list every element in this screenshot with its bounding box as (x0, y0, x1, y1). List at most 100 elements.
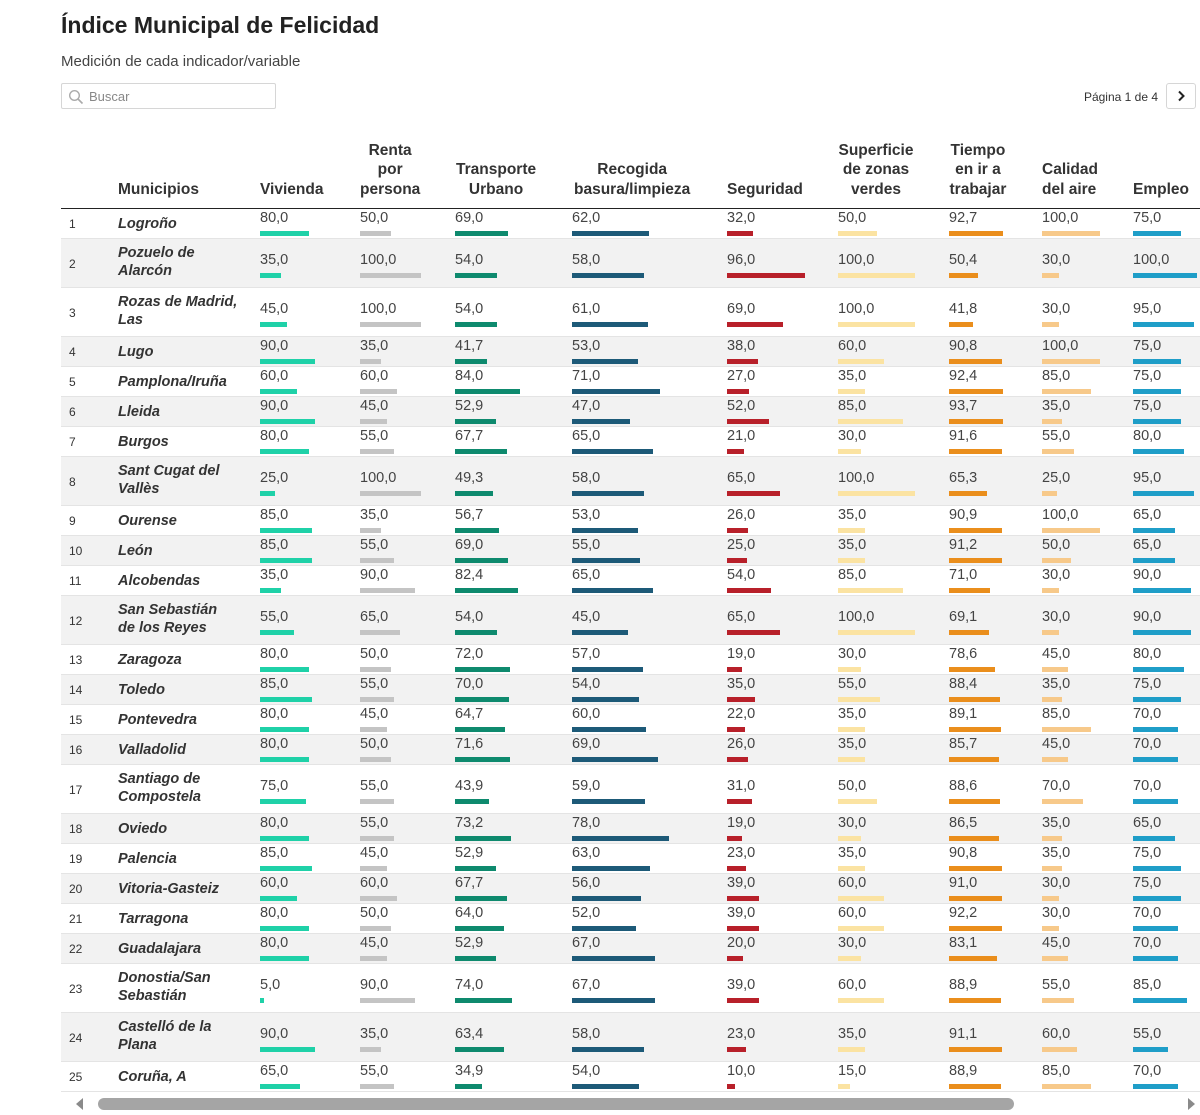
row-rank: 23 (69, 981, 83, 996)
bar-seguridad (727, 273, 805, 278)
bar-basura (572, 491, 644, 496)
bar-transporte (455, 836, 511, 841)
value-empleo: 100,0 (1133, 252, 1170, 268)
value-aire: 30,0 (1042, 301, 1071, 317)
bar-basura (572, 528, 638, 533)
column-header-municipio[interactable]: Municipios (118, 180, 199, 198)
table-row[interactable]: 24 Castelló de la Plana 90,0 35,0 63,4 58,0 23… (61, 1013, 1200, 1062)
value-vivienda: 85,0 (260, 845, 289, 861)
column-header-renta[interactable]: Renta por persona (360, 141, 421, 198)
column-header-verdes[interactable]: Superficie de zonas verdes (838, 141, 914, 198)
table-row[interactable]: 20 Vitoria-Gasteiz 60,0 60,0 67,7 56,0 39,0 60,… (61, 874, 1200, 904)
bar-aire (1042, 449, 1074, 454)
value-empleo: 80,0 (1133, 428, 1162, 444)
column-header-aire[interactable]: Calidad del aire (1042, 161, 1098, 198)
bar-transporte (455, 449, 507, 454)
row-rank: 18 (69, 822, 83, 836)
bar-empleo (1133, 630, 1191, 635)
bar-aire (1042, 667, 1068, 672)
column-header-basura[interactable]: Recogida basura/limpieza (574, 161, 691, 198)
search-icon (68, 89, 84, 105)
table-row[interactable]: 2 Pozuelo de Alarcón 35,0 100,0 54,0 58,0 96,0… (61, 239, 1200, 288)
bar-basura (572, 231, 649, 236)
column-header-empleo[interactable]: Empleo (1133, 180, 1189, 198)
value-vivienda: 55,0 (260, 609, 289, 625)
bar-empleo (1133, 956, 1178, 961)
table-row[interactable]: 25 Coruña, A 65,0 55,0 34,9 54,0 10,0 15,0 88,9 8… (61, 1062, 1200, 1092)
value-seguridad: 21,0 (727, 428, 756, 444)
column-header-seguridad[interactable]: Seguridad (727, 180, 803, 198)
value-trabajo: 91,2 (949, 537, 978, 553)
table-row[interactable]: 23 Donostia/San Sebastián 5,0 90,0 74,0 67,0 3… (61, 964, 1200, 1013)
municipality-name: Palencia (118, 851, 177, 867)
value-aire: 35,0 (1042, 398, 1071, 414)
table-row[interactable]: 3 Rozas de Madrid, Las 45,0 100,0 54,0 61,0 69… (61, 288, 1200, 337)
value-transporte: 69,0 (455, 537, 484, 553)
table-row[interactable]: 21 Tarragona 80,0 50,0 64,0 52,0 39,0 60,0 92,2 3… (61, 904, 1200, 934)
table-row[interactable]: 10 León 85,0 55,0 69,0 55,0 25,0 35,0 91,2 50,0 65… (61, 536, 1200, 566)
table-row[interactable]: 6 Lleida 90,0 45,0 52,9 47,0 52,0 85,0 93,7 35,0 7… (61, 397, 1200, 427)
scrollbar-thumb[interactable] (98, 1098, 1014, 1110)
column-header-trabajo[interactable]: Tiempo en ir a trabajar (949, 141, 1007, 198)
value-aire: 25,0 (1042, 470, 1071, 486)
value-verdes: 35,0 (838, 736, 867, 752)
bar-renta (360, 667, 391, 672)
value-trabajo: 88,9 (949, 977, 978, 993)
bar-basura (572, 449, 653, 454)
column-header-vivienda[interactable]: Vivienda (260, 180, 324, 198)
municipality-name: Rozas de Madrid, Las (118, 294, 238, 328)
table-row[interactable]: 16 Valladolid 80,0 50,0 71,6 69,0 26,0 35,0 85,7… (61, 735, 1200, 765)
value-vivienda: 25,0 (260, 470, 289, 486)
row-rank: 20 (69, 882, 83, 896)
bar-renta (360, 836, 394, 841)
table-row[interactable]: 17 Santiago de Compostela 75,0 55,0 43,9 59,0… (61, 765, 1200, 814)
bar-transporte (455, 322, 497, 327)
table-row[interactable]: 19 Palencia 85,0 45,0 52,9 63,0 23,0 35,0 90,8 35… (61, 844, 1200, 874)
bar-transporte (455, 491, 493, 496)
bar-verdes (838, 998, 884, 1003)
table-row[interactable]: 1 Logroño 80,0 50,0 69,0 62,0 32,0 50,0 92,7 100,… (61, 209, 1200, 239)
bar-transporte (455, 667, 510, 672)
value-empleo: 65,0 (1133, 815, 1162, 831)
table-row[interactable]: 14 Toledo 85,0 55,0 70,0 54,0 35,0 55,0 88,4 35,0… (61, 675, 1200, 705)
bar-verdes (838, 697, 880, 702)
search-input[interactable] (89, 86, 269, 106)
value-verdes: 35,0 (838, 1026, 867, 1042)
table-row[interactable]: 12 San Sebastián de los Reyes 55,0 65,0 54,0… (61, 596, 1200, 645)
bar-empleo (1133, 231, 1181, 236)
value-aire: 30,0 (1042, 252, 1071, 268)
table-row[interactable]: 11 Alcobendas 35,0 90,0 82,4 65,0 54,0 85,0 71,0… (61, 566, 1200, 596)
value-aire: 100,0 (1042, 507, 1079, 523)
table-row[interactable]: 5 Pamplona/Iruña 60,0 60,0 84,0 71,0 27,0 35,0 9… (61, 367, 1200, 397)
value-empleo: 70,0 (1133, 706, 1162, 722)
column-header-transporte[interactable]: Transporte Urbano (456, 161, 537, 198)
next-page-button[interactable] (1166, 83, 1196, 109)
bar-seguridad (727, 896, 759, 901)
bar-seguridad (727, 558, 747, 563)
bar-aire (1042, 799, 1083, 804)
table-row[interactable]: 18 Oviedo 80,0 55,0 73,2 78,0 19,0 30,0 86,5 35,0… (61, 814, 1200, 844)
value-renta: 50,0 (360, 210, 389, 226)
value-vivienda: 75,0 (260, 778, 289, 794)
value-renta: 65,0 (360, 609, 389, 625)
table-row[interactable]: 8 Sant Cugat del Vallès 25,0 100,0 49,3 58,0 6… (61, 457, 1200, 506)
municipality-name: Guadalajara (118, 941, 202, 957)
value-basura: 61,0 (572, 301, 601, 317)
table-row[interactable]: 13 Zaragoza 80,0 50,0 72,0 57,0 19,0 30,0 78,6 45… (61, 645, 1200, 675)
search-box[interactable] (61, 83, 276, 109)
table-row[interactable]: 9 Ourense 85,0 35,0 56,7 53,0 26,0 35,0 90,9 100,… (61, 506, 1200, 536)
table-row[interactable]: 4 Lugo 90,0 35,0 41,7 53,0 38,0 60,0 90,8 100,0 75… (61, 337, 1200, 367)
value-renta: 90,0 (360, 567, 389, 583)
table-row[interactable]: 7 Burgos 80,0 55,0 67,7 65,0 21,0 30,0 91,6 55,0 8… (61, 427, 1200, 457)
row-rank: 2 (69, 256, 76, 271)
scroll-right-arrow-icon[interactable] (1185, 1097, 1197, 1111)
table-row[interactable]: 22 Guadalajara 80,0 45,0 52,9 67,0 20,0 30,0 83,… (61, 934, 1200, 964)
bar-basura (572, 998, 655, 1003)
scroll-left-arrow-icon[interactable] (74, 1097, 86, 1111)
bar-verdes (838, 866, 865, 871)
value-verdes: 35,0 (838, 537, 867, 553)
bar-vivienda (260, 799, 306, 804)
value-vivienda: 80,0 (260, 736, 289, 752)
value-trabajo: 41,8 (949, 301, 978, 317)
table-row[interactable]: 15 Pontevedra 80,0 45,0 64,7 60,0 22,0 35,0 89,1… (61, 705, 1200, 735)
